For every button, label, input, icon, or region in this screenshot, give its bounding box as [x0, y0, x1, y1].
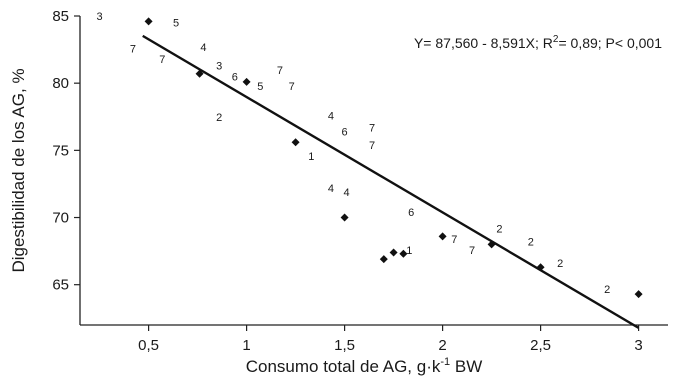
- y-tick-label: 75: [52, 142, 69, 159]
- point-label: 5: [257, 81, 263, 93]
- point-label: 2: [528, 237, 534, 249]
- point-label: 1: [406, 245, 412, 257]
- point-label: 4: [343, 187, 349, 199]
- data-point: [341, 214, 349, 222]
- point-label: 3: [216, 61, 222, 73]
- point-label: 7: [469, 245, 475, 257]
- point-label: 7: [277, 65, 283, 77]
- point-label: 4: [328, 110, 334, 122]
- data-points: [145, 17, 643, 298]
- point-label: 6: [342, 127, 348, 139]
- x-tick-label: 0,5: [138, 337, 159, 354]
- y-axis-title: Digestibilidad de los AG, %: [9, 68, 28, 272]
- data-point: [390, 248, 398, 256]
- point-label: 7: [130, 43, 136, 55]
- point-label: 4: [200, 42, 206, 54]
- point-label: 7: [451, 234, 457, 246]
- point-label: 6: [232, 71, 238, 83]
- x-tick-label: 1: [242, 337, 250, 354]
- x-tick-label: 2,5: [530, 337, 551, 354]
- point-label: 2: [557, 258, 563, 270]
- y-tick-label: 80: [52, 75, 69, 92]
- point-label: 7: [159, 54, 165, 66]
- point-label: 2: [216, 112, 222, 124]
- point-label: 7: [369, 140, 375, 152]
- data-point: [380, 255, 388, 263]
- x-axis-title: Consumo total de AG, g·k-1 BW: [246, 356, 483, 376]
- y-tick-label: 65: [52, 277, 69, 294]
- point-label: 6: [408, 207, 414, 219]
- data-point: [145, 17, 153, 25]
- point-label: 1: [308, 151, 314, 163]
- point-label: 2: [496, 223, 502, 235]
- y-tick-label: 70: [52, 210, 69, 227]
- x-tick-label: 2: [438, 337, 446, 354]
- point-label: 7: [369, 123, 375, 135]
- regression-line-group: [143, 36, 639, 328]
- point-label: 4: [328, 183, 334, 195]
- data-point: [439, 232, 447, 240]
- point-label: 7: [289, 81, 295, 93]
- x-tick-label: 1,5: [334, 337, 355, 354]
- regression-line: [143, 36, 639, 328]
- point-label: 5: [173, 18, 179, 30]
- data-point: [292, 138, 300, 146]
- point-label: 3: [97, 11, 103, 23]
- data-point: [243, 78, 251, 86]
- point-label: 2: [604, 284, 610, 296]
- data-point: [635, 290, 643, 298]
- regression-equation: Y= 87,560 - 8,591X; R2= 0,89; P< 0,001: [414, 34, 662, 51]
- y-tick-label: 85: [52, 8, 69, 25]
- x-tick-label: 3: [634, 337, 642, 354]
